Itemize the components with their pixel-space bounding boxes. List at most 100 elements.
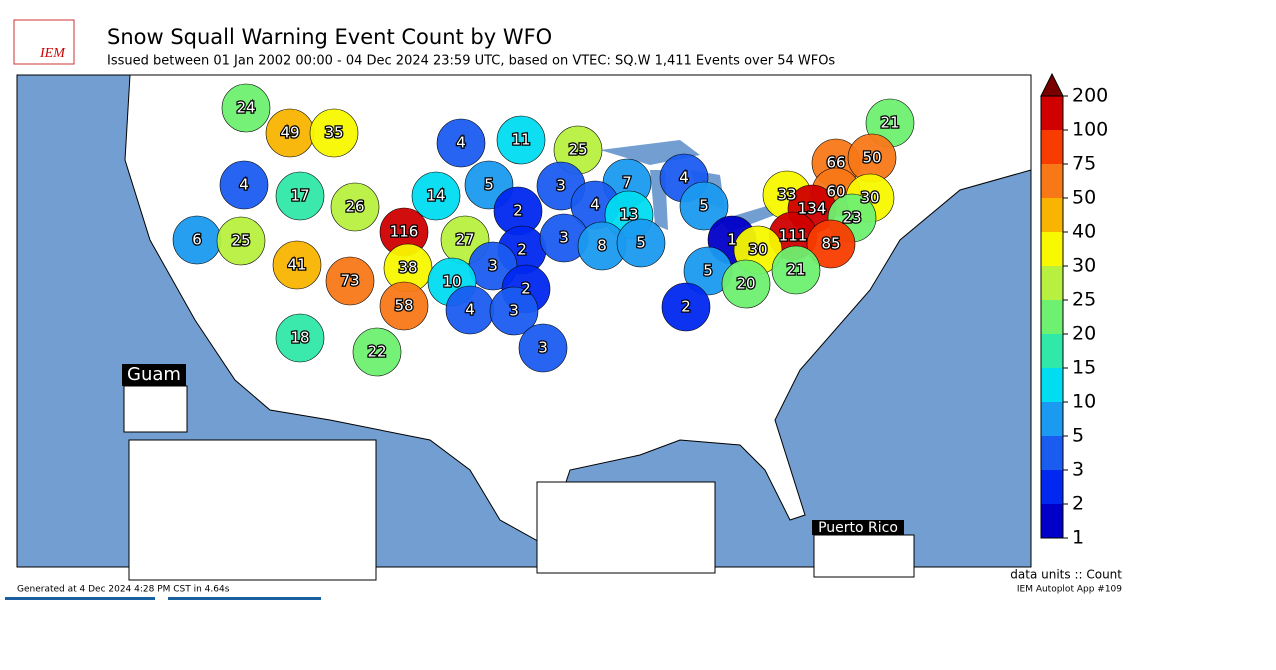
inset-label-bg [812,520,904,535]
wfo-count: 73 [340,272,359,290]
wfo-count: 13 [619,206,638,224]
wfo-count: 3 [538,339,548,357]
wfo-count: 5 [636,234,646,252]
colorbar-bin [1041,368,1063,402]
colorbar-bin [1041,96,1063,130]
colorbar-label: 2 [1072,493,1084,515]
tab[interactable] [168,597,321,600]
generated: Generated at 4 Dec 2024 4:28 PM CST in 4… [17,585,230,595]
app: IEM Autoplot App #109 [1017,585,1122,595]
wfo-count: 2 [681,298,691,316]
colorbar-label: 15 [1072,357,1096,379]
wfo-count: 7 [622,174,632,192]
wfo-region [679,181,729,231]
wfo-region [806,219,856,269]
wfo-count: 21 [880,114,899,132]
wfo-count: 60 [826,183,845,201]
wfo-region [771,245,821,295]
wfo-count: 116 [390,223,419,241]
colorbar-bin [1041,300,1063,334]
subtitle: Issued between 01 Jan 2002 00:00 - 04 De… [107,54,835,69]
wfo-region [216,216,266,266]
colorbar-bin [1041,334,1063,368]
wfo-count: 20 [736,275,755,293]
wfo-count: 2 [521,280,531,298]
wfo-count: 10 [442,273,461,291]
wfo-count: 18 [290,329,309,347]
wfo-region [721,259,771,309]
wfo-count: 6 [192,231,202,249]
wfo-count: 3 [556,177,566,195]
inset-label-bg [122,364,186,386]
wfo-count: 17 [290,187,309,205]
logo-box [13,19,75,65]
wfo-count: 22 [367,343,386,361]
wfo-count: 66 [826,154,845,172]
wfo-count: 38 [398,259,417,277]
wfo-count: 30 [860,189,879,207]
wfo-count: 25 [231,232,250,250]
wfo-region [661,282,711,332]
wfo-count: 58 [394,297,413,315]
wfo-count: 4 [239,176,249,194]
wfo-count: 14 [426,187,445,205]
wfo-count: 4 [456,134,466,152]
wfo-count: 5 [703,262,713,280]
wfo-count: 5 [484,176,494,194]
wfo-count: 85 [821,235,840,253]
wfo-region [330,182,380,232]
wfo-count: 3 [509,302,519,320]
wfo-count: 23 [842,209,861,227]
wfo-count: 3 [488,257,498,275]
colorbar-label: 3 [1072,459,1084,481]
colorbar-bin [1041,266,1063,300]
wfo-count: 26 [345,198,364,216]
colorbar-label: 25 [1072,289,1096,311]
inset-label: Puerto Rico [818,520,898,536]
colorbar-label: 200 [1072,85,1108,107]
logo: IEM [39,46,66,61]
inset-label: Guam [127,364,181,385]
wfo-count: 25 [568,141,587,159]
colorbar-label: 20 [1072,323,1096,345]
colorbar-over [1040,72,1064,97]
wfo-count: 41 [287,256,306,274]
insets [123,385,915,581]
wfo-region [275,313,325,363]
wfo-count: 2 [517,241,527,259]
colorbar-bin [1041,232,1063,266]
wfo-region [411,171,461,221]
tab[interactable] [5,597,155,600]
wfo-region [496,115,546,165]
colorbar-label: 5 [1072,425,1084,447]
wfo-region [436,118,486,168]
wfo-count: 33 [777,186,796,204]
colorbar-label: 1 [1072,527,1084,549]
wfo-region [219,160,269,210]
wfo-region [379,281,429,331]
wfo-count: 4 [679,169,689,187]
colorbar-bin [1041,436,1063,470]
wfo-region [489,286,539,336]
wfo-count: 111 [779,227,808,245]
wfo-count: 3 [559,229,569,247]
wfo-count: 50 [862,149,881,167]
wfo-count: 24 [236,99,255,117]
wfo-region [309,108,359,158]
wfo-count: 2 [513,202,523,220]
colorbar-bin [1041,130,1063,164]
colorbar-label: 30 [1072,255,1096,277]
wfo-count: 134 [798,200,827,218]
colorbar-label: 50 [1072,187,1096,209]
wfo-count: 35 [324,124,343,142]
wfo-count: 5 [699,197,709,215]
wfo-region [275,171,325,221]
colorbar-bin [1041,504,1063,538]
wfo-count: 30 [748,241,767,259]
colorbar-label: 40 [1072,221,1096,243]
units: data units :: Count [1010,568,1122,582]
wfo-count: 1 [727,231,737,249]
wfo-count: 4 [590,196,600,214]
wfo-count: 27 [455,231,474,249]
